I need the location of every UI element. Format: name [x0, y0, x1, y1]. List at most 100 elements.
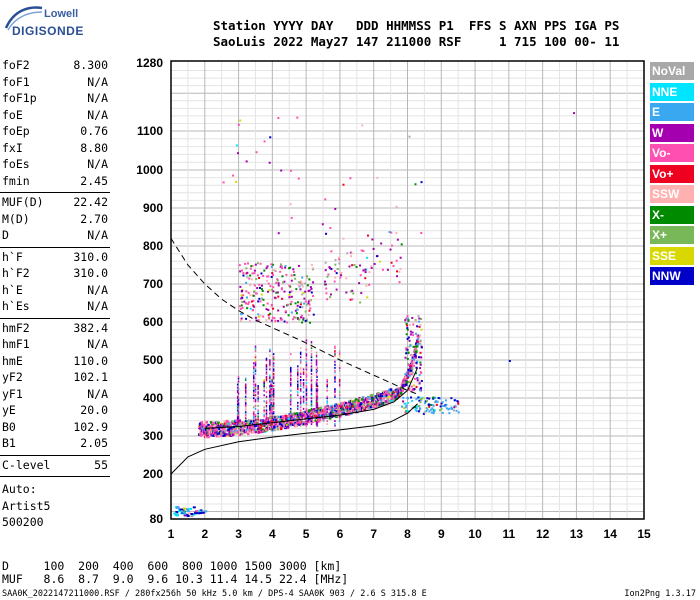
echo-mark: [305, 409, 308, 412]
echo-mark: [366, 400, 370, 404]
echo-mark: [310, 287, 313, 290]
echo-mark: [272, 395, 275, 398]
echo-mark: [330, 250, 333, 253]
echo-mark: [299, 400, 302, 403]
echo-mark: [297, 380, 299, 383]
echo-mark: [283, 290, 286, 293]
echo-mark: [254, 400, 257, 403]
echo-mark: [362, 407, 366, 411]
echo-mark: [380, 400, 383, 404]
echo-mark: [252, 380, 255, 383]
echo-mark: [300, 301, 303, 304]
echo-mark: [306, 275, 309, 278]
echo-mark: [272, 382, 275, 385]
echo-mark: [269, 375, 271, 378]
echo-mark: [272, 353, 275, 356]
echo-mark: [294, 414, 297, 417]
echo-mark: [390, 261, 393, 264]
echo-mark: [299, 398, 302, 401]
echo-mark: [252, 294, 255, 297]
echo-mark: [428, 405, 431, 408]
echo-mark: [215, 434, 219, 438]
echo-mark: [272, 420, 275, 423]
echo-mark: [272, 365, 275, 368]
param-label: foEs: [2, 157, 30, 171]
echo-mark: [326, 389, 328, 392]
echo-mark: [404, 377, 408, 381]
echo-mark: [284, 310, 287, 313]
echo-mark: [302, 410, 305, 413]
echo-mark: [385, 394, 389, 397]
echo-mark: [324, 198, 327, 201]
x-tick-label: 5: [303, 527, 310, 541]
echo-mark: [404, 319, 407, 322]
echo-mark: [365, 406, 368, 410]
echo-mark: [316, 413, 318, 416]
echo-mark: [299, 423, 302, 426]
echo-mark: [245, 420, 247, 423]
echo-mark: [396, 392, 400, 395]
echo-mark: [289, 401, 292, 404]
echo-mark: [338, 353, 341, 356]
echo-mark: [305, 372, 308, 375]
param-row: h`F2 310.0: [0, 266, 108, 282]
echo-mark: [362, 404, 366, 408]
echo-mark: [271, 423, 273, 426]
echo-mark: [315, 371, 318, 374]
echo-mark: [309, 307, 312, 310]
echo-mark: [311, 409, 314, 412]
echo-mark: [403, 380, 406, 384]
echo-mark: [409, 372, 412, 375]
echo-mark: [390, 399, 394, 403]
echo-mark: [432, 404, 435, 407]
echo-mark: [246, 296, 249, 299]
echo-mark: [344, 404, 348, 407]
echo-mark: [254, 360, 257, 363]
echo-mark: [303, 297, 306, 300]
echo-mark: [419, 342, 422, 345]
echo-mark: [302, 292, 305, 295]
echo-mark: [281, 424, 285, 428]
echo-mark: [347, 410, 351, 413]
echo-mark: [283, 320, 286, 323]
echo-mark: [408, 339, 411, 342]
echo-mark: [286, 321, 289, 324]
echo-mark: [257, 319, 260, 322]
echo-mark: [299, 368, 302, 371]
echo-mark: [315, 360, 318, 363]
echo-mark: [406, 337, 409, 340]
param-row: fmin 2.45: [0, 174, 108, 190]
echo-mark: [259, 419, 263, 422]
echo-mark: [357, 399, 361, 402]
echo-mark: [265, 372, 268, 375]
param-label: foEp: [2, 124, 30, 138]
echo-mark: [307, 302, 310, 305]
echo-mark: [282, 281, 285, 284]
echo-mark: [350, 252, 353, 255]
echo-mark: [290, 295, 293, 298]
echo-mark: [334, 259, 337, 262]
echo-mark: [237, 403, 240, 406]
echo-mark: [244, 398, 247, 401]
echo-mark: [315, 400, 318, 403]
echo-mark: [334, 409, 336, 412]
echo-mark: [272, 403, 275, 406]
echo-mark: [258, 276, 261, 279]
echo-mark: [426, 408, 429, 411]
echo-mark: [305, 303, 308, 306]
echo-mark: [175, 513, 179, 516]
param-value: N/A: [87, 228, 108, 242]
echo-mark: [247, 301, 250, 304]
echo-mark: [299, 397, 302, 400]
echo-mark: [283, 424, 286, 427]
echo-mark: [407, 364, 410, 367]
echo-mark: [341, 412, 345, 416]
echo-mark: [254, 391, 257, 394]
echo-mark: [305, 363, 308, 366]
echo-mark: [271, 412, 273, 415]
echo-mark: [245, 386, 247, 389]
echo-mark: [270, 383, 272, 386]
echo-mark: [236, 397, 239, 400]
param-row: C-level 55: [0, 458, 108, 474]
param-separator: [0, 476, 110, 477]
